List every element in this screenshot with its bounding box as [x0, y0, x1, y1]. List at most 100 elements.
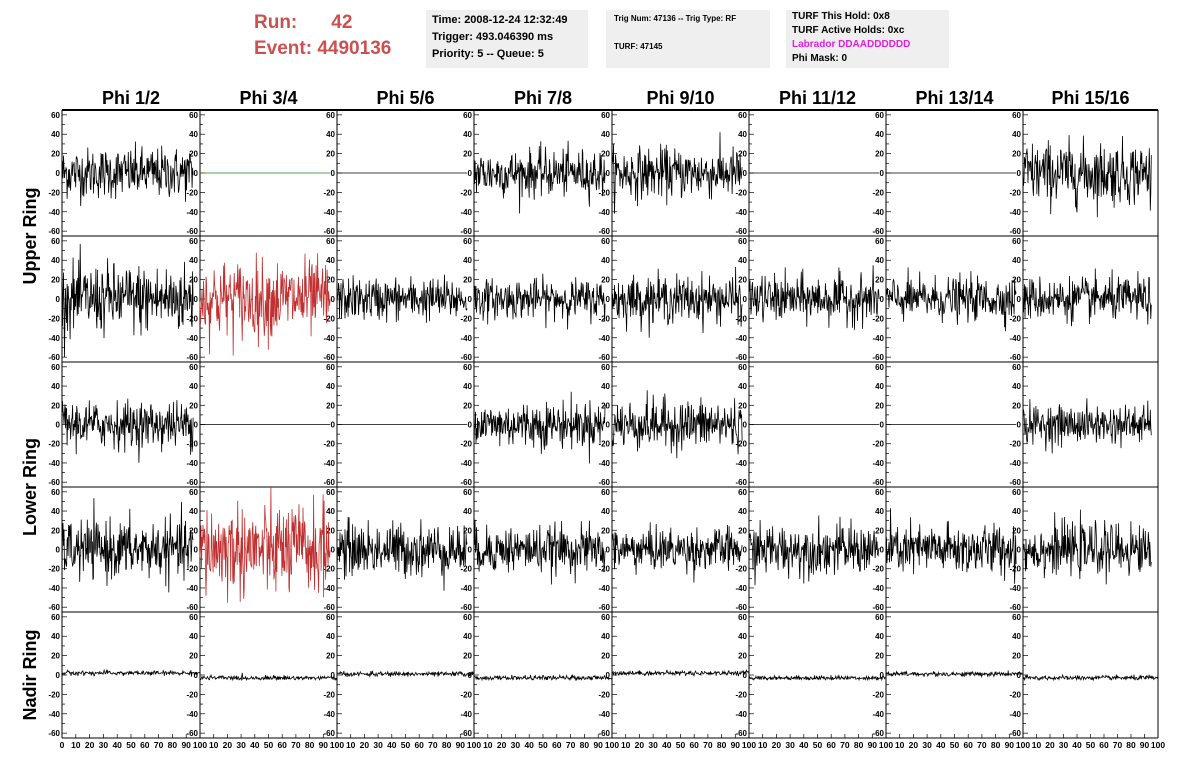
y-tick-label: 60 — [463, 613, 472, 622]
row-group-label: Upper Ring — [20, 188, 40, 285]
y-tick-label: -20 — [1009, 440, 1021, 449]
x-tick-label: 100 — [1151, 740, 1165, 750]
x-tick-label: 20 — [85, 740, 95, 750]
y-tick-label: 60 — [738, 613, 747, 622]
y-tick-label: -40 — [48, 584, 60, 593]
y-tick-label: -60 — [48, 729, 60, 738]
y-tick-label: 60 — [738, 363, 747, 372]
x-tick-label: 60 — [963, 740, 973, 750]
waveform-trace — [199, 486, 331, 603]
y-tick-label: -20 — [48, 565, 60, 574]
column-header: Phi 1/2 — [102, 88, 160, 108]
y-tick-label: -40 — [48, 334, 60, 343]
y-tick-label: -20 — [186, 565, 198, 574]
trigger-text: Trigger: 493.046390 ms — [432, 31, 554, 43]
trig-num-text: Trig Num: 47136 -- Trig Type: RF — [614, 14, 737, 23]
y-tick-label: 60 — [51, 111, 60, 120]
y-tick-label: 40 — [463, 507, 472, 516]
y-tick-label: 60 — [738, 488, 747, 497]
y-tick-label: 0 — [880, 169, 885, 178]
y-tick-label: -60 — [460, 227, 472, 236]
y-tick-label: -60 — [598, 478, 610, 487]
y-tick-label: -20 — [1009, 314, 1021, 323]
x-tick-label: 60 — [552, 740, 562, 750]
y-tick-label: -60 — [872, 227, 884, 236]
y-tick-label: 0 — [331, 421, 336, 430]
y-tick-label: 60 — [738, 237, 747, 246]
y-tick-label: -20 — [48, 440, 60, 449]
y-tick-label: 40 — [51, 507, 60, 516]
y-tick-label: 60 — [463, 363, 472, 372]
y-tick-label: 20 — [463, 652, 472, 661]
y-tick-label: -40 — [598, 710, 610, 719]
x-tick-label: 50 — [1086, 740, 1096, 750]
y-tick-label: -20 — [460, 314, 472, 323]
y-tick-label: 20 — [738, 526, 747, 535]
y-tick-label: 40 — [189, 256, 198, 265]
y-tick-label: 60 — [463, 237, 472, 246]
y-tick-label: -40 — [872, 584, 884, 593]
y-tick-label: -60 — [1009, 478, 1021, 487]
y-tick-label: 60 — [189, 363, 198, 372]
x-tick-label: 100 — [1016, 740, 1030, 750]
x-tick-label: 20 — [497, 740, 507, 750]
y-tick-label: -60 — [460, 603, 472, 612]
y-tick-label: -20 — [323, 314, 335, 323]
y-tick-label: 60 — [601, 111, 610, 120]
y-tick-label: -20 — [323, 440, 335, 449]
y-tick-label: -20 — [1009, 188, 1021, 197]
y-tick-label: 40 — [738, 256, 747, 265]
y-tick-label: 0 — [743, 295, 748, 304]
y-tick-label: 60 — [51, 363, 60, 372]
run-value: 42 — [331, 12, 353, 33]
x-tick-label: 100 — [193, 740, 207, 750]
y-tick-label: 40 — [875, 382, 884, 391]
waveform-trace — [885, 508, 1017, 584]
run-label: Run: — [254, 12, 298, 33]
x-tick-label: 20 — [909, 740, 919, 750]
x-tick-label: 20 — [360, 740, 370, 750]
y-tick-label: -60 — [186, 227, 198, 236]
y-tick-label: -60 — [48, 227, 60, 236]
y-tick-label: 40 — [51, 256, 60, 265]
waveform-trace — [199, 252, 331, 356]
y-tick-label: -20 — [460, 690, 472, 699]
y-tick-label: -60 — [1009, 603, 1021, 612]
y-tick-label: 0 — [194, 546, 199, 555]
y-tick-label: -40 — [186, 710, 198, 719]
y-tick-label: 0 — [606, 671, 611, 680]
y-tick-label: 40 — [601, 130, 610, 139]
y-tick-label: -40 — [1009, 584, 1021, 593]
row-group-label: Lower Ring — [20, 438, 40, 536]
y-tick-label: 60 — [326, 363, 335, 372]
y-tick-label: 40 — [738, 632, 747, 641]
y-tick-label: 20 — [189, 526, 198, 535]
x-tick-label: 100 — [467, 740, 481, 750]
x-tick-label: 50 — [126, 740, 136, 750]
y-tick-label: 40 — [326, 382, 335, 391]
y-tick-label: 0 — [468, 546, 473, 555]
y-tick-label: 20 — [189, 652, 198, 661]
y-tick-label: -60 — [186, 353, 198, 362]
y-tick-label: -40 — [323, 584, 335, 593]
column-header: Phi 7/8 — [514, 88, 572, 108]
x-tick-label: 50 — [950, 740, 960, 750]
y-tick-label: -20 — [598, 188, 610, 197]
y-tick-label: 60 — [875, 613, 884, 622]
waveform-trace — [748, 265, 880, 330]
waveform-trace — [611, 390, 743, 459]
y-tick-label: 20 — [875, 150, 884, 159]
run-line: Run: 42 — [254, 10, 391, 36]
x-tick-label: 90 — [181, 740, 191, 750]
y-tick-label: 40 — [51, 632, 60, 641]
y-tick-label: -60 — [186, 603, 198, 612]
waveform-trace — [61, 668, 201, 677]
y-tick-label: -60 — [323, 478, 335, 487]
x-tick-label: 30 — [236, 740, 246, 750]
x-tick-label: 50 — [813, 740, 823, 750]
waveform-trace — [336, 517, 468, 591]
y-tick-label: -20 — [872, 690, 884, 699]
y-tick-label: -20 — [48, 690, 60, 699]
waveform-trace — [1022, 398, 1152, 454]
x-tick-label: 30 — [99, 740, 109, 750]
